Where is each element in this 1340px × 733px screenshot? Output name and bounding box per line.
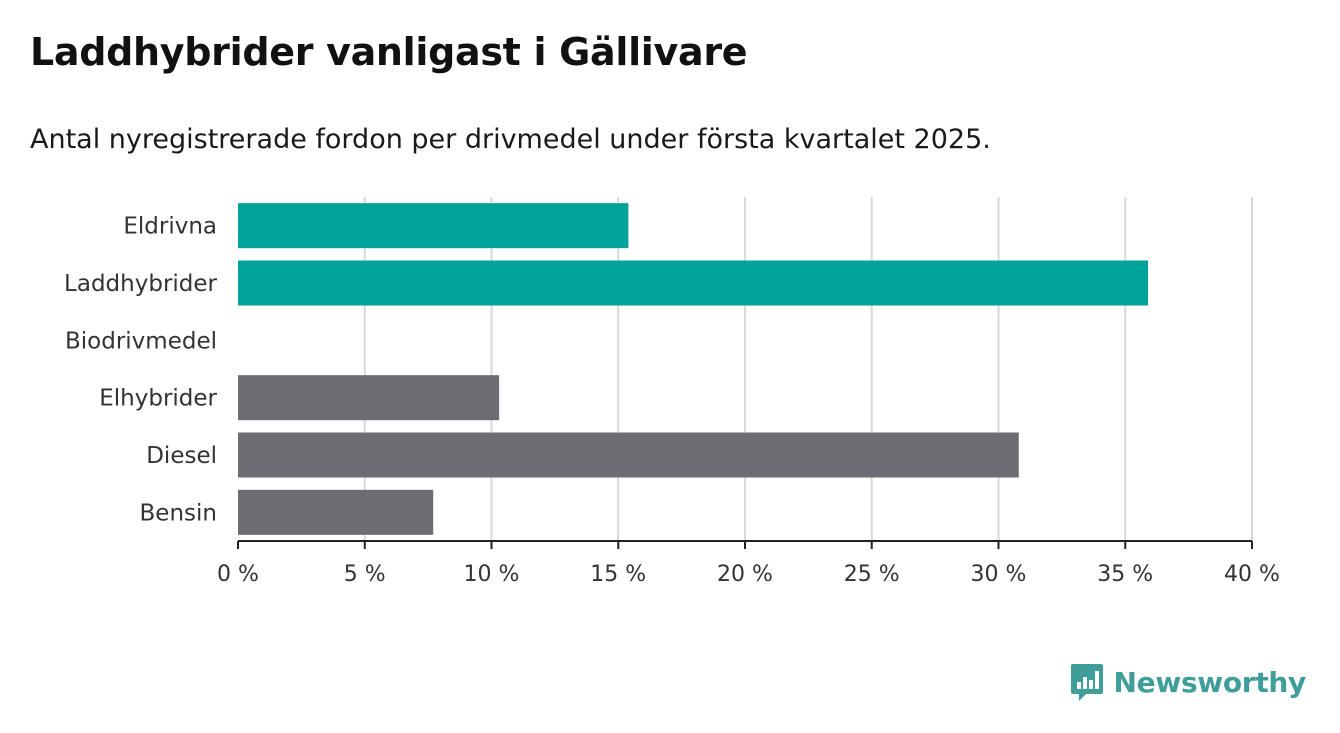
x-tick-label: 25 % <box>844 562 900 587</box>
x-tick-label: 40 % <box>1224 562 1280 587</box>
x-tick-label: 5 % <box>344 562 386 587</box>
category-label: Elhybrider <box>99 386 217 412</box>
chart-title: Laddhybrider vanligast i Gällivare <box>30 30 748 74</box>
x-tick-label: 0 % <box>217 562 259 587</box>
category-label: Laddhybrider <box>64 271 217 297</box>
bar-chart-speech-bubble-icon <box>1070 664 1103 701</box>
bars <box>238 203 1149 535</box>
bar-chart: 0 % 5 % 10 % 15 % 20 % 25 % 30 % 35 % 40 % Eldri… <box>64 197 1280 587</box>
newsworthy-logo: Newsworthy <box>1070 662 1306 702</box>
bar-laddhybrider <box>238 260 1149 306</box>
bar-bensin <box>238 489 434 535</box>
x-tick-label: 35 % <box>1097 562 1153 587</box>
x-tick-label: 30 % <box>971 562 1027 587</box>
chart-subtitle: Antal nyregistrerade fordon per drivmede… <box>30 124 991 155</box>
x-tick-label: 20 % <box>717 562 773 587</box>
x-tick-label: 15 % <box>590 562 646 587</box>
brand-name: Newsworthy <box>1113 665 1307 699</box>
category-label: Bensin <box>140 500 217 526</box>
category-label: Eldrivna <box>123 214 217 240</box>
category-label: Biodrivmedel <box>65 328 217 354</box>
category-label: Diesel <box>146 443 217 469</box>
bar-eldrivna <box>238 203 629 249</box>
category-labels: Eldrivna Laddhybrider Biodrivmedel Elhybrid… <box>64 214 217 527</box>
bar-elhybrider <box>238 375 500 421</box>
x-axis: 0 % 5 % 10 % 15 % 20 % 25 % 30 % 35 % 40 % <box>217 540 1280 587</box>
grid-lines <box>363 197 1253 541</box>
x-tick-label: 10 % <box>464 562 520 587</box>
bar-diesel <box>238 432 1019 478</box>
